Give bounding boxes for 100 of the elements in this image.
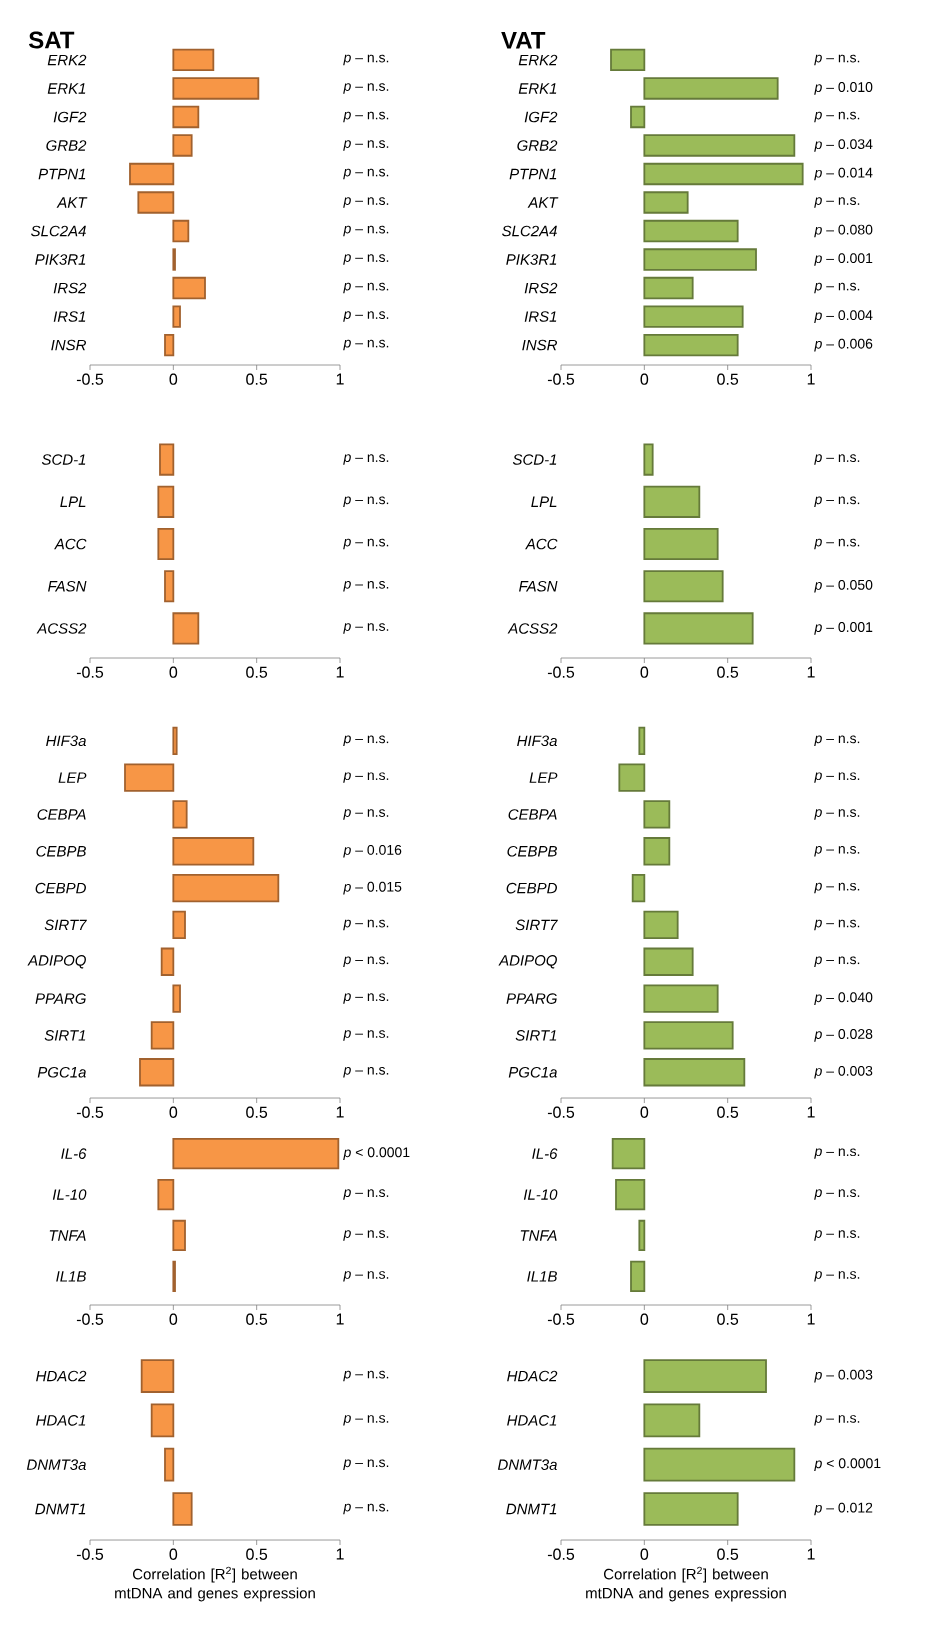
x-tick-label: 0	[640, 1106, 649, 1118]
bar	[172, 305, 181, 328]
y-tick-label: SIRT7	[515, 919, 558, 931]
text: p – n.s.	[343, 1415, 389, 1426]
y-tick-label: FASN	[48, 580, 87, 592]
y-tick-label: ACC	[54, 538, 87, 550]
bar	[157, 1178, 175, 1211]
y-tick-label: GRB2	[46, 140, 87, 151]
text: p – n.s.	[343, 1189, 389, 1200]
bar	[643, 443, 654, 476]
bar	[172, 1138, 340, 1170]
x-tick-label: 0.5	[717, 1106, 739, 1118]
bar	[643, 1058, 746, 1087]
bar	[631, 873, 646, 903]
text: p – n.s.	[814, 454, 860, 465]
y-tick-label: IGF2	[524, 111, 558, 123]
y-tick-label: GRB2	[517, 140, 558, 151]
x-tick-label: -0.5	[547, 1106, 575, 1118]
bar	[643, 77, 779, 100]
bar	[643, 1021, 734, 1050]
text: p – n.s.	[814, 1415, 860, 1426]
y-tick-label: LPL	[531, 496, 557, 507]
x-tick-label: 0.5	[246, 1313, 268, 1325]
text: p – 0.050	[814, 579, 873, 593]
bar	[172, 984, 181, 1013]
x-tick-label: 0	[640, 373, 649, 385]
text: p – 0.016	[343, 844, 402, 858]
y-tick-label: IL1B	[527, 1271, 557, 1282]
text: p – 0.003	[814, 1065, 873, 1079]
text: p – 0.034	[814, 139, 873, 152]
y-tick-label: SIRT1	[515, 1030, 557, 1041]
y-tick-label: ACC	[525, 538, 558, 550]
bar	[139, 1058, 175, 1087]
text: p – 0.004	[814, 310, 873, 323]
text: p – n.s.	[343, 993, 389, 1004]
y-tick-label: INSR	[51, 339, 86, 351]
bar	[172, 77, 260, 100]
y-tick-label: DNMT1	[506, 1503, 557, 1515]
text: p – n.s.	[814, 772, 860, 783]
y-tick-label: ACSS2	[507, 623, 558, 634]
x-tick-label: 0.5	[717, 1313, 739, 1325]
text: p – 0.015	[343, 881, 402, 895]
bar	[129, 162, 175, 186]
x-tick-label: 1	[807, 1106, 815, 1118]
text: p – n.s.	[814, 882, 860, 894]
x-tick-label: -0.5	[547, 373, 575, 385]
x-tick-label: -0.5	[547, 666, 575, 678]
y-tick-label: IL-6	[532, 1148, 558, 1159]
text: p – 0.028	[814, 1029, 873, 1042]
x-tick-label: 1	[807, 373, 815, 385]
bar	[172, 910, 186, 940]
text: p – n.s.	[343, 538, 389, 550]
text: p – n.s.	[814, 54, 860, 66]
text: p – n.s.	[343, 809, 389, 820]
bar	[160, 947, 175, 976]
text: p – n.s.	[343, 282, 389, 294]
y-tick-label: CEBPB	[507, 845, 557, 857]
text: p – n.s.	[343, 454, 389, 465]
x-tick-label: 0	[169, 1313, 178, 1325]
y-tick-label: CEBPB	[36, 845, 86, 857]
x-tick-label: 1	[807, 1313, 815, 1325]
text: p – n.s.	[343, 54, 389, 66]
x-tick-label: 0.5	[246, 666, 268, 678]
text: p < 0.0001	[343, 1147, 410, 1160]
text: p – n.s.	[814, 735, 860, 747]
bar	[643, 1492, 739, 1526]
y-tick-label: AKT	[527, 197, 559, 208]
bar	[643, 570, 724, 603]
y-tick-label: IRS2	[524, 282, 558, 294]
text: p – n.s.	[343, 735, 389, 747]
text: p – n.s.	[343, 1459, 389, 1470]
y-tick-label: DNMT3a	[497, 1459, 557, 1470]
y-tick-label: TNFA	[520, 1230, 557, 1241]
x-tick-label: -0.5	[76, 1106, 104, 1118]
x-tick-label: -0.5	[547, 1313, 575, 1325]
bar	[643, 1447, 796, 1482]
y-tick-label: HIF3a	[517, 735, 557, 747]
bar	[124, 763, 175, 792]
text: p – n.s.	[814, 282, 860, 294]
y-tick-label: IRS1	[53, 311, 86, 322]
y-tick-label: IL-10	[52, 1189, 87, 1200]
bar	[643, 910, 679, 940]
y-tick-label: PPARG	[35, 993, 86, 1004]
x-tick-label: 0	[169, 1548, 178, 1560]
bar	[643, 612, 754, 645]
y-tick-label: PTPN1	[509, 168, 557, 180]
y-tick-label: IL1B	[56, 1271, 86, 1282]
y-tick-label: HIF3a	[46, 735, 86, 747]
x-tick-label: 0.5	[246, 373, 268, 385]
bar	[643, 162, 804, 186]
x-tick-label: 0	[169, 1106, 178, 1118]
y-tick-label: PPARG	[506, 993, 557, 1004]
x-tick-label: 0	[169, 666, 178, 678]
y-tick-label: IRS1	[524, 311, 557, 322]
bar	[172, 800, 188, 829]
bar	[643, 1359, 767, 1393]
text: p – n.s.	[343, 1370, 389, 1382]
x-tick-label: 1	[336, 1313, 344, 1325]
chart-title: VAT	[501, 31, 546, 49]
bar	[643, 305, 744, 328]
